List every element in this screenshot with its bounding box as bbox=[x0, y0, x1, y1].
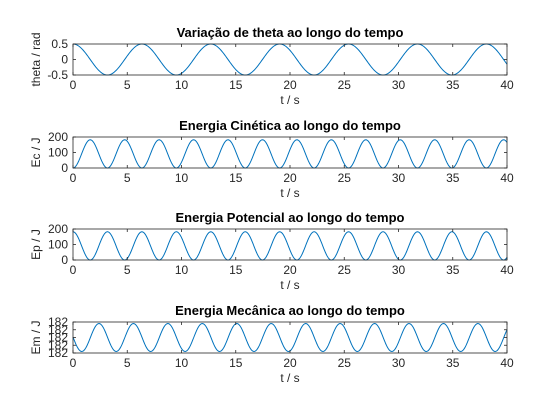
x-tick-label: 20 bbox=[283, 171, 297, 185]
series-line bbox=[72, 139, 508, 169]
chart-title: Energia Cinética ao longo do tempo bbox=[179, 118, 401, 133]
y-tick-label: 182 bbox=[48, 315, 68, 329]
x-tick-label: 20 bbox=[283, 263, 297, 277]
x-tick-label: 10 bbox=[175, 356, 189, 370]
y-tick-label: 0 bbox=[61, 161, 68, 175]
x-tick-label: 15 bbox=[229, 171, 243, 185]
x-tick-label: 0 bbox=[70, 78, 77, 92]
y-tick-label: 0 bbox=[61, 53, 68, 67]
x-tick-label: 25 bbox=[338, 263, 352, 277]
x-tick-label: 30 bbox=[392, 171, 406, 185]
chart-title: Variação de theta ao longo do tempo bbox=[177, 25, 404, 40]
axes-box bbox=[72, 43, 508, 76]
y-tick-label: -0.5 bbox=[47, 68, 68, 82]
y-axis-label: Ec / J bbox=[29, 137, 43, 167]
y-tick-label: 0.5 bbox=[51, 37, 68, 51]
x-axis-label: t / s bbox=[280, 278, 299, 292]
x-tick-label: 25 bbox=[338, 171, 352, 185]
y-tick-label: 100 bbox=[48, 238, 68, 252]
y-tick-label: 182 bbox=[48, 323, 68, 337]
y-tick-label: 0 bbox=[61, 253, 68, 267]
x-axis-label: t / s bbox=[280, 186, 299, 200]
y-axis-label: Em / J bbox=[29, 320, 43, 354]
subplot-2: Energia Cinética ao longo do tempo 0 5 10 15… bbox=[29, 118, 514, 200]
x-tick-label: 30 bbox=[392, 263, 406, 277]
x-tick-label: 30 bbox=[392, 78, 406, 92]
x-tick-label: 35 bbox=[446, 263, 460, 277]
axes-box bbox=[72, 136, 508, 169]
y-tick-label: 182 bbox=[48, 346, 68, 360]
y-axis-label: Ep / J bbox=[29, 229, 43, 260]
x-tick-label: 20 bbox=[283, 78, 297, 92]
x-tick-label: 15 bbox=[229, 78, 243, 92]
x-tick-label: 40 bbox=[500, 78, 514, 92]
x-tick-label: 20 bbox=[283, 356, 297, 370]
x-tick-label: 30 bbox=[392, 356, 406, 370]
series-line bbox=[72, 231, 508, 261]
x-tick-label: 5 bbox=[124, 78, 131, 92]
x-tick-label: 15 bbox=[229, 263, 243, 277]
y-tick-label: 100 bbox=[48, 146, 68, 160]
x-tick-label: 40 bbox=[500, 263, 514, 277]
subplot-3: Energia Potencial ao longo do tempo 0 5 10 1… bbox=[29, 210, 514, 292]
y-axis-label: theta / rad bbox=[29, 32, 43, 86]
x-tick-label: 0 bbox=[70, 263, 77, 277]
y-tick-label: 182 bbox=[48, 331, 68, 345]
x-tick-label: 35 bbox=[446, 356, 460, 370]
series-line bbox=[72, 43, 508, 76]
x-tick-label: 5 bbox=[124, 263, 131, 277]
series-line bbox=[72, 323, 508, 352]
axes-box bbox=[72, 321, 508, 354]
y-tick-label: 200 bbox=[48, 130, 68, 144]
x-tick-label: 35 bbox=[446, 171, 460, 185]
x-tick-label: 0 bbox=[70, 356, 77, 370]
x-tick-label: 15 bbox=[229, 356, 243, 370]
subplot-4: Energia Mecânica ao longo do tempo 0 5 10 15… bbox=[29, 303, 514, 385]
x-tick-label: 25 bbox=[338, 78, 352, 92]
chart-title: Energia Mecânica ao longo do tempo bbox=[175, 303, 405, 318]
x-tick-label: 40 bbox=[500, 171, 514, 185]
x-axis-label: t / s bbox=[280, 371, 299, 385]
y-tick-label: 182 bbox=[48, 338, 68, 352]
x-tick-label: 10 bbox=[175, 171, 189, 185]
axes-box bbox=[72, 228, 508, 261]
chart-title: Energia Potencial ao longo do tempo bbox=[176, 210, 405, 225]
x-tick-label: 25 bbox=[338, 356, 352, 370]
x-tick-label: 40 bbox=[500, 356, 514, 370]
x-axis-label: t / s bbox=[280, 93, 299, 107]
y-tick-label: 200 bbox=[48, 222, 68, 236]
x-tick-label: 5 bbox=[124, 171, 131, 185]
x-tick-label: 0 bbox=[70, 171, 77, 185]
x-tick-label: 35 bbox=[446, 78, 460, 92]
x-tick-label: 5 bbox=[124, 356, 131, 370]
x-tick-label: 10 bbox=[175, 78, 189, 92]
x-tick-label: 10 bbox=[175, 263, 189, 277]
subplot-1: Variação de theta ao longo do tempo 0 5 10 1… bbox=[29, 25, 514, 107]
